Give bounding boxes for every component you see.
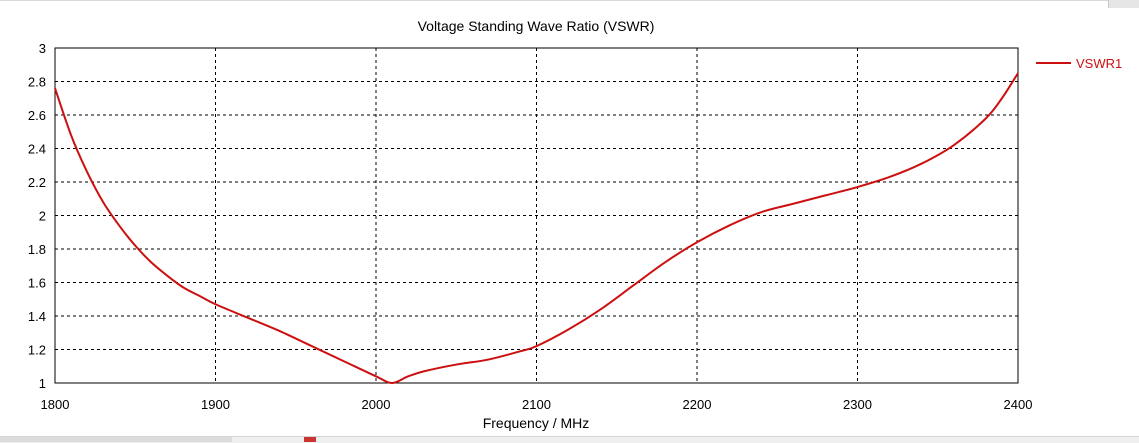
series-layer — [54, 72, 1019, 384]
x-tick-label: 2200 — [683, 397, 712, 412]
y-tick-label: 1.8 — [28, 242, 46, 257]
plot-frame — [54, 47, 1019, 384]
x-axis-label: Frequency / MHz — [482, 415, 590, 431]
y-tick-label: 2.6 — [28, 108, 46, 123]
bottom-scrollbar[interactable] — [0, 436, 1139, 443]
x-tick-label: 1900 — [201, 397, 230, 412]
y-tick-label: 3 — [39, 41, 46, 56]
x-tick-label: 2100 — [522, 397, 551, 412]
legend-label[interactable]: VSWR1 — [1076, 56, 1122, 71]
y-tick-label: 2.2 — [28, 175, 46, 190]
y-tick-label: 2.8 — [28, 75, 46, 90]
grid-layer — [55, 48, 1018, 383]
tick-labels: 1800 1900 2000 2100 2200 2300 2400 1 1.2 1.4 1.6 1.… — [28, 41, 1033, 412]
bottom-marker — [304, 437, 316, 442]
y-tick-label: 2 — [39, 209, 46, 224]
window-top-border — [0, 0, 1139, 1]
y-tick-label: 1.2 — [28, 343, 46, 358]
series-line-vswr1 — [54, 72, 1019, 384]
window-corner-control[interactable] — [1108, 0, 1139, 8]
y-tick-label: 2.4 — [28, 142, 46, 157]
x-tick-label: 2300 — [843, 397, 872, 412]
bottom-tab[interactable] — [0, 437, 232, 442]
x-tick-label: 2000 — [362, 397, 391, 412]
plot-border — [54, 47, 1019, 384]
x-tick-label: 2400 — [1004, 397, 1033, 412]
legend[interactable]: VSWR1 — [1036, 56, 1122, 71]
y-tick-label: 1.4 — [28, 309, 46, 324]
y-tick-label: 1 — [39, 376, 46, 391]
y-tick-label: 1.6 — [28, 276, 46, 291]
chart-title: Voltage Standing Wave Ratio (VSWR) — [417, 18, 655, 34]
x-tick-label: 1800 — [41, 397, 70, 412]
